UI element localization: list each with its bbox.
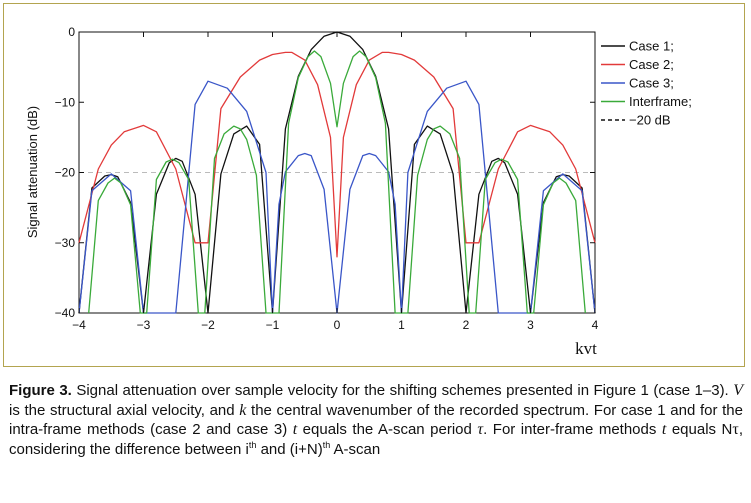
y-axis-title: Signal attenuation (dB)	[25, 106, 40, 238]
caption-symbol-t: t	[661, 421, 667, 438]
caption-symbol-tau: τ	[732, 421, 739, 438]
caption-text: the central wavenumber of the recorded s…	[9, 401, 743, 439]
caption-text: A-scan	[330, 440, 381, 458]
caption-superscript: th	[322, 439, 331, 450]
legend-label-interframe: Interframe;	[629, 94, 692, 109]
x-tick-label: −4	[72, 318, 86, 332]
y-tick-label: 0	[68, 25, 75, 39]
chart: −4 −3 −2 −1 0 1 2 3 40−10−20−30−40 Signal attenu…	[25, 25, 692, 358]
y-tick-label: −20	[55, 166, 76, 180]
legend-label-case-3: Case 3;	[629, 76, 674, 91]
caption-superscript: th	[248, 439, 257, 450]
caption-text: and (i+N)	[256, 440, 323, 458]
caption-text: . For inter-frame methods	[483, 421, 662, 438]
x-tick-label: 0	[334, 318, 341, 332]
x-axis-title: kvt	[575, 339, 597, 358]
legend-label-case-1: Case 1;	[629, 39, 674, 54]
x-tick-label: 3	[527, 318, 534, 332]
caption-symbol-k: k	[239, 401, 247, 419]
caption-text: equals N	[666, 421, 733, 438]
legend-label-20-db: −20 dB	[629, 113, 671, 128]
series-line-interframe	[88, 50, 586, 314]
caption-text: , considering the difference between i	[9, 421, 743, 458]
plot-area	[78, 31, 596, 314]
x-tick-label: −2	[201, 318, 215, 332]
legend-label-case-2: Case 2;	[629, 57, 674, 72]
caption-symbol-v: V	[733, 382, 744, 399]
legend: Case 1; Case 2; Case 3; Interframe; −20 dB	[596, 33, 692, 129]
caption-text: equals the A-scan period	[297, 421, 478, 438]
series-line-case-2	[78, 51, 596, 258]
y-tick-label: −40	[55, 306, 76, 320]
caption-text: Signal attenuation over sample velocity …	[71, 382, 734, 399]
y-tick-label: −10	[55, 95, 76, 109]
x-tick-label: −1	[266, 318, 280, 332]
caption-text: is the structural axial velocity, and	[9, 401, 240, 419]
x-tick-label: 2	[463, 318, 470, 332]
x-tick-label: 4	[592, 318, 599, 332]
caption-label: Figure 3.	[9, 382, 72, 399]
legend-box	[596, 33, 688, 129]
caption-symbol-t: t	[292, 421, 298, 438]
y-tick-label: −30	[55, 236, 76, 250]
x-tick-label: −3	[137, 318, 151, 332]
ticks-layer: −4 −3 −2 −1 0 1 2 3 40−10−20−30−40	[55, 25, 599, 332]
figure-caption: Figure 3. Signal attenuation over sample…	[9, 381, 743, 459]
caption-symbol-tau: τ	[477, 421, 484, 438]
x-tick-label: 1	[398, 318, 405, 332]
